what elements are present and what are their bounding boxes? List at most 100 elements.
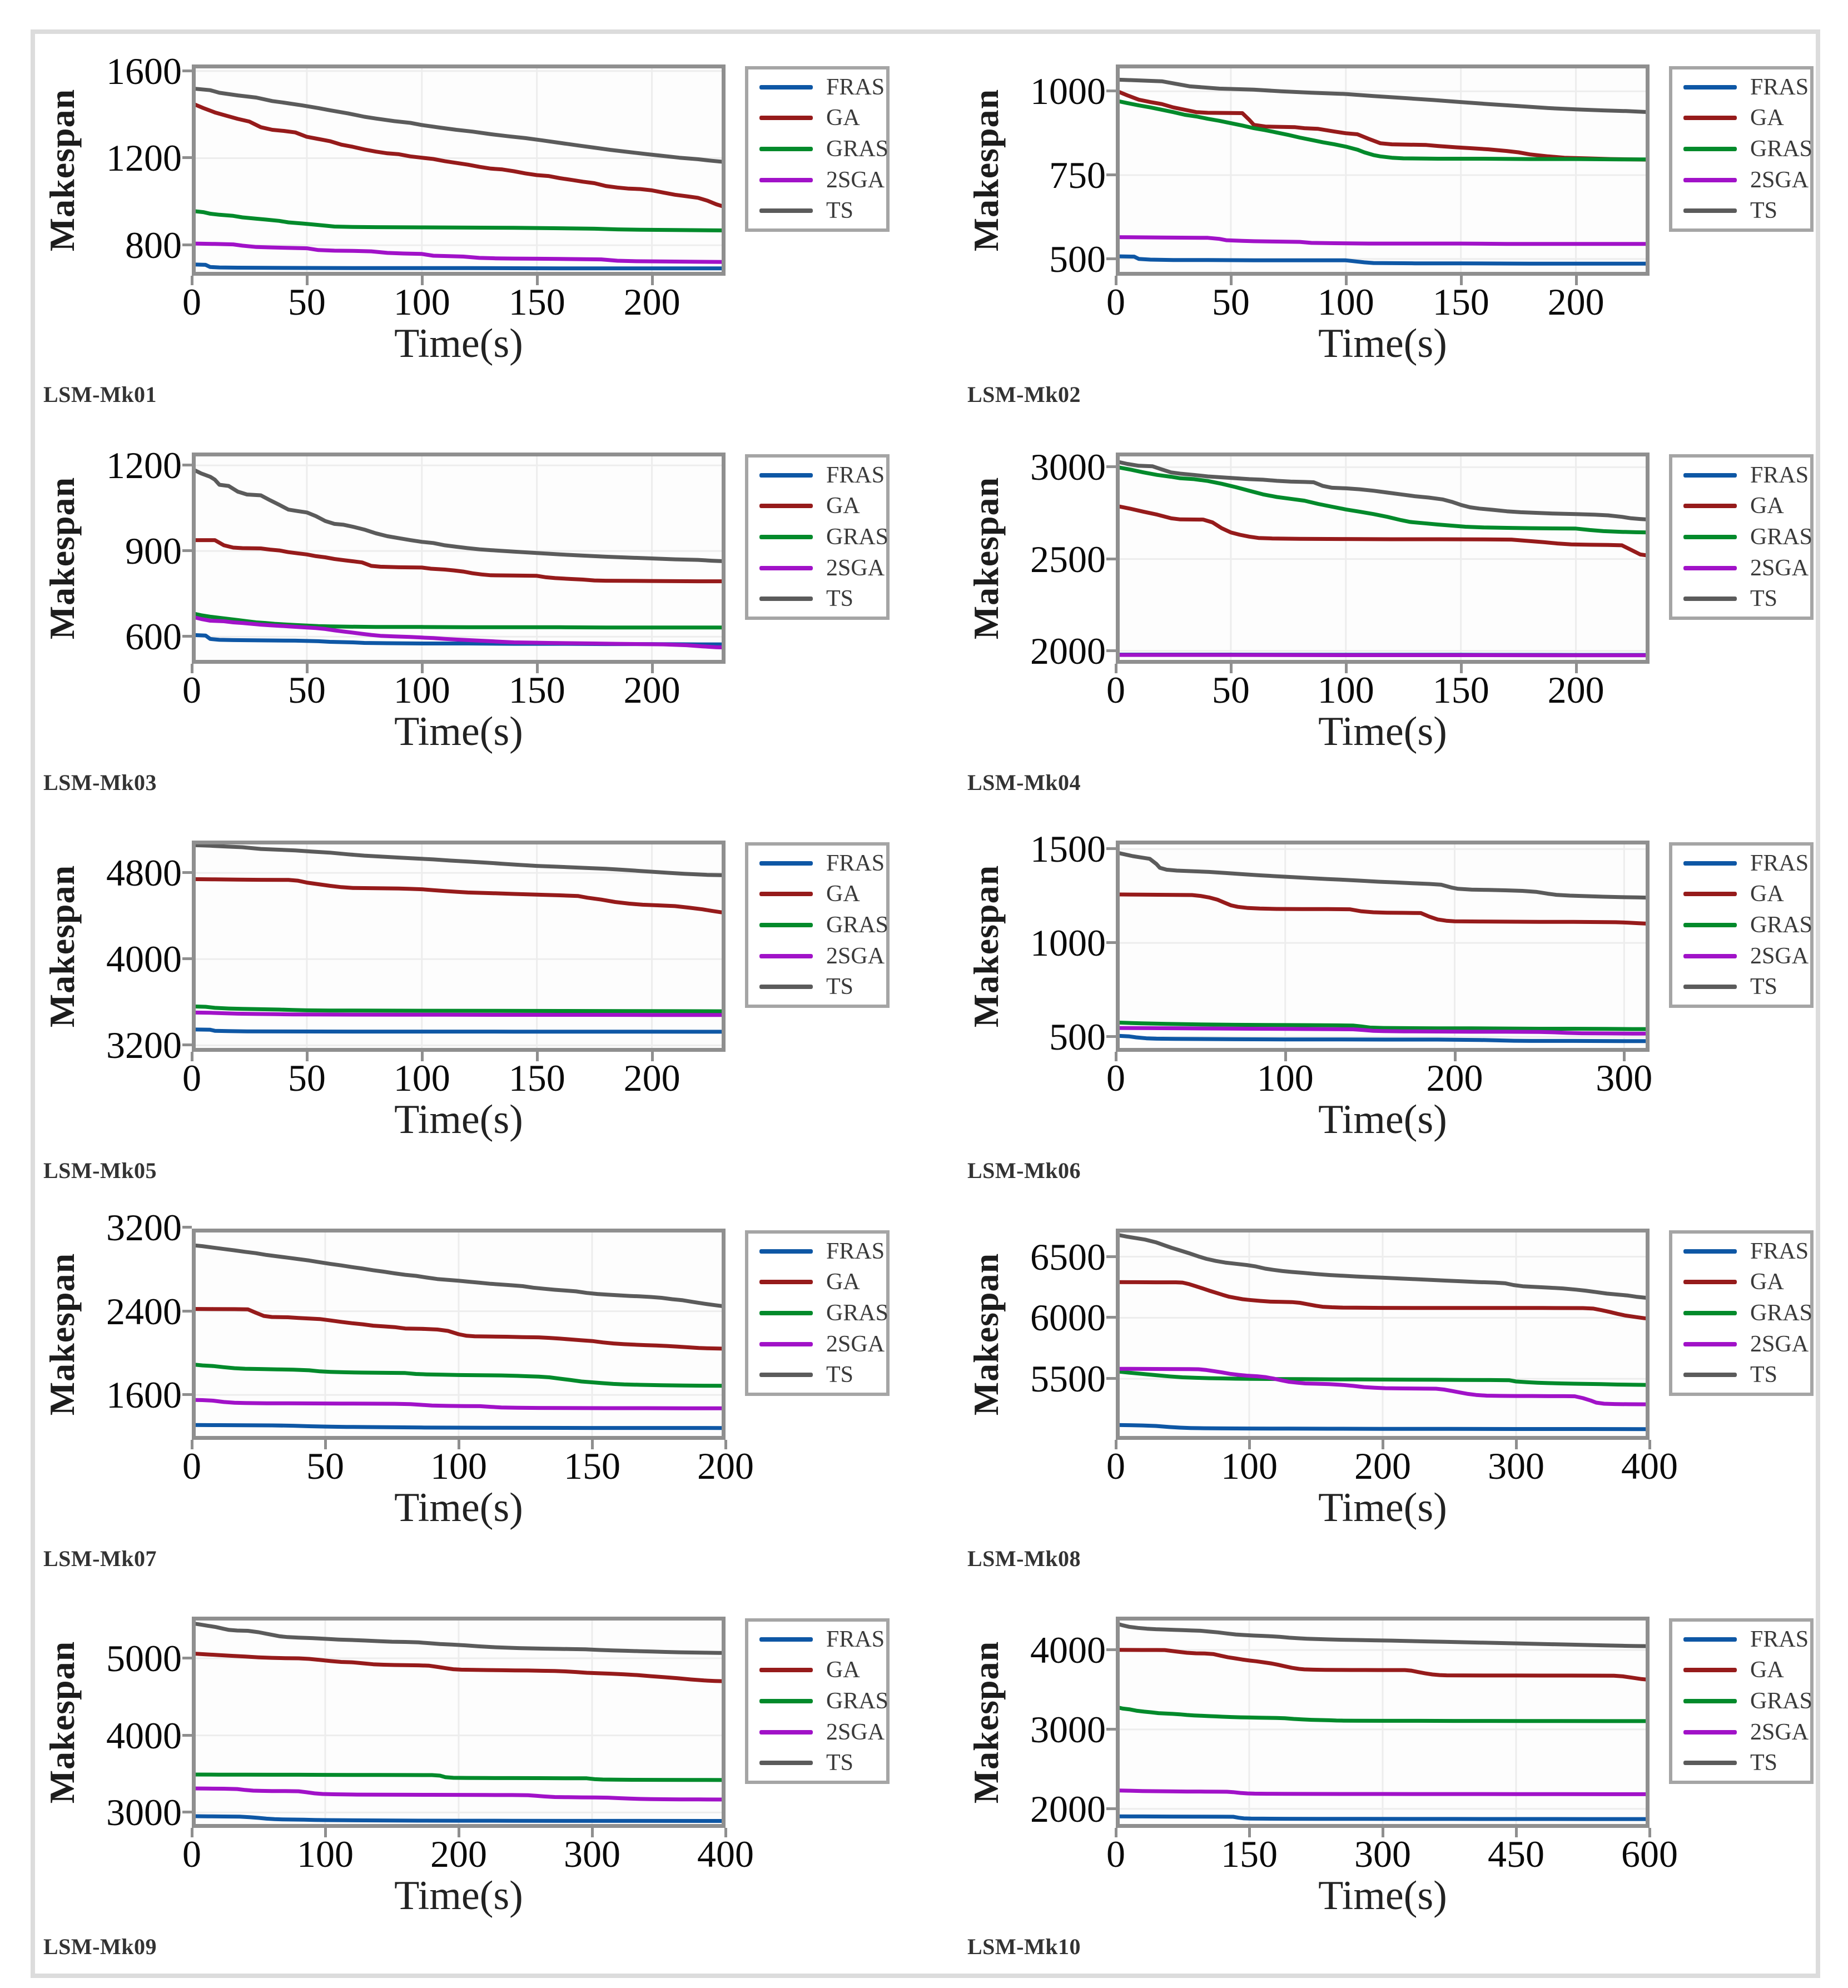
legend-label: GA bbox=[826, 1657, 860, 1683]
legend-line-swatch-FRAS bbox=[1683, 473, 1737, 478]
legend-item-GRAS: GRAS bbox=[748, 1688, 888, 1714]
series-line-GRAS bbox=[1116, 1020, 1650, 1031]
chart-cell-LSM-Mk01: Makespan 800 1200 1600 0 50 100 150 200 Time(s) LS… bbox=[0, 48, 924, 436]
legend-item-TS: TS bbox=[748, 1750, 886, 1776]
y-tick-mark bbox=[1106, 1035, 1116, 1038]
x-tick-label: 100 bbox=[430, 1445, 487, 1487]
legend-line-swatch-2SGA bbox=[759, 177, 813, 182]
x-tick-label: 50 bbox=[1211, 281, 1250, 323]
legend-line-swatch-FRAS bbox=[1683, 1249, 1737, 1254]
y-tick-mark bbox=[1106, 90, 1116, 93]
legend-item-2SGA: 2SGA bbox=[1672, 555, 1810, 582]
y-tick-mark bbox=[182, 957, 192, 961]
y-tick-mark bbox=[1106, 1727, 1116, 1731]
series-line-TS bbox=[192, 843, 726, 877]
legend-line-swatch-2SGA bbox=[1683, 953, 1737, 958]
legend-label: 2SGA bbox=[1750, 1331, 1809, 1357]
series-line-TS bbox=[1116, 850, 1650, 900]
x-tick-mark bbox=[1623, 1052, 1626, 1061]
chart-cell-LSM-Mk03: Makespan 600 900 1200 0 50 100 150 200 Time(s) LSM… bbox=[0, 436, 924, 824]
x-tick-mark bbox=[591, 1440, 594, 1449]
series-line-GRAS bbox=[1116, 465, 1650, 535]
series-line-GA bbox=[192, 538, 726, 584]
y-tick-label: 4000 bbox=[1030, 1629, 1106, 1671]
y-tick-label: 1500 bbox=[1030, 828, 1106, 871]
legend-item-FRAS: FRAS bbox=[748, 74, 886, 101]
series-line-TS bbox=[192, 467, 726, 564]
legend-item-TS: TS bbox=[1672, 973, 1810, 1000]
legend-item-GRAS: GRAS bbox=[748, 524, 888, 550]
x-tick-mark bbox=[1229, 664, 1233, 673]
x-axis-label: Time(s) bbox=[1318, 1485, 1447, 1530]
series-line-GA bbox=[192, 877, 726, 915]
chart-title: LSM-Mk01 bbox=[43, 382, 157, 407]
plot-border bbox=[1116, 841, 1650, 1052]
x-tick-mark bbox=[324, 1828, 327, 1837]
legend-item-2SGA: 2SGA bbox=[1672, 1719, 1810, 1746]
plot-area bbox=[192, 1229, 726, 1440]
x-tick-mark bbox=[1648, 1828, 1651, 1837]
legend-label: 2SGA bbox=[1750, 1719, 1809, 1745]
x-tick-label: 0 bbox=[1106, 281, 1125, 323]
legend-label: GA bbox=[1750, 493, 1784, 519]
x-tick-label: 50 bbox=[287, 1057, 326, 1099]
chart-title: LSM-Mk02 bbox=[967, 382, 1081, 407]
x-tick-label: 400 bbox=[1621, 1445, 1678, 1487]
legend-item-GRAS: GRAS bbox=[1672, 136, 1812, 162]
legend-label: GRAS bbox=[1750, 524, 1813, 550]
legend-line-swatch-GRAS bbox=[759, 534, 813, 539]
plot-border bbox=[1116, 453, 1650, 664]
legend-line-swatch-GA bbox=[759, 504, 813, 509]
x-tick-label: 150 bbox=[508, 669, 565, 711]
y-tick-mark bbox=[182, 1656, 192, 1659]
plot-background bbox=[1116, 841, 1650, 1052]
series-line-GA bbox=[192, 1307, 726, 1351]
series-line-2SGA bbox=[192, 241, 726, 264]
legend-line-swatch-FRAS bbox=[759, 1637, 813, 1642]
x-tick-mark bbox=[1115, 1052, 1117, 1061]
x-tick-mark bbox=[191, 276, 193, 285]
legend-item-GA: GA bbox=[748, 1657, 886, 1683]
chart-title: LSM-Mk04 bbox=[967, 770, 1081, 795]
x-tick-label: 50 bbox=[287, 669, 326, 711]
series-line-GA bbox=[192, 101, 726, 209]
legend-line-swatch-GA bbox=[759, 892, 813, 897]
x-tick-label: 200 bbox=[1354, 1445, 1411, 1487]
series-line-2SGA bbox=[1116, 1788, 1650, 1796]
chart-title: LSM-Mk03 bbox=[43, 770, 157, 795]
series-line-2SGA bbox=[192, 1398, 726, 1410]
legend-label: GRAS bbox=[1750, 1688, 1813, 1714]
series-line-GA bbox=[1116, 1648, 1650, 1682]
legend-box: FRAS GA GRAS 2SGA TS bbox=[1669, 454, 1814, 620]
plot-background bbox=[1116, 64, 1650, 276]
legend-item-GRAS: GRAS bbox=[1672, 524, 1813, 550]
y-tick-label: 1200 bbox=[106, 137, 182, 180]
y-tick-label: 750 bbox=[1049, 154, 1106, 197]
legend-label: GRAS bbox=[826, 136, 889, 162]
x-axis-label: Time(s) bbox=[1318, 1097, 1447, 1142]
legend-item-GRAS: GRAS bbox=[1672, 1688, 1813, 1714]
legend-item-2SGA: 2SGA bbox=[748, 1331, 886, 1358]
y-tick-mark bbox=[1106, 1807, 1116, 1810]
x-tick-label: 200 bbox=[623, 1057, 680, 1099]
x-tick-mark bbox=[1248, 1440, 1251, 1449]
y-tick-mark bbox=[182, 1309, 192, 1313]
plot-svg bbox=[1116, 453, 1650, 664]
x-tick-mark bbox=[1574, 664, 1578, 673]
x-tick-mark bbox=[650, 664, 654, 673]
series-line-GRAS bbox=[192, 1772, 726, 1782]
x-tick-label: 100 bbox=[1221, 1445, 1278, 1487]
x-tick-mark bbox=[535, 664, 539, 673]
series-line-2SGA bbox=[192, 614, 726, 650]
chart-title: LSM-Mk06 bbox=[967, 1158, 1081, 1183]
x-tick-mark bbox=[535, 1052, 539, 1061]
x-tick-label: 0 bbox=[182, 669, 201, 711]
legend-item-TS: TS bbox=[748, 197, 886, 224]
x-tick-label: 100 bbox=[1256, 1057, 1314, 1099]
legend-item-FRAS: FRAS bbox=[1672, 850, 1810, 877]
legend-item-GRAS: GRAS bbox=[748, 136, 889, 162]
plot-border bbox=[192, 64, 726, 276]
series-line-GRAS bbox=[192, 208, 726, 232]
series-line-GRAS bbox=[192, 1362, 726, 1388]
chart-cell-LSM-Mk02: Makespan 500 750 1000 0 50 100 150 200 Time(s) LSM… bbox=[924, 48, 1848, 436]
